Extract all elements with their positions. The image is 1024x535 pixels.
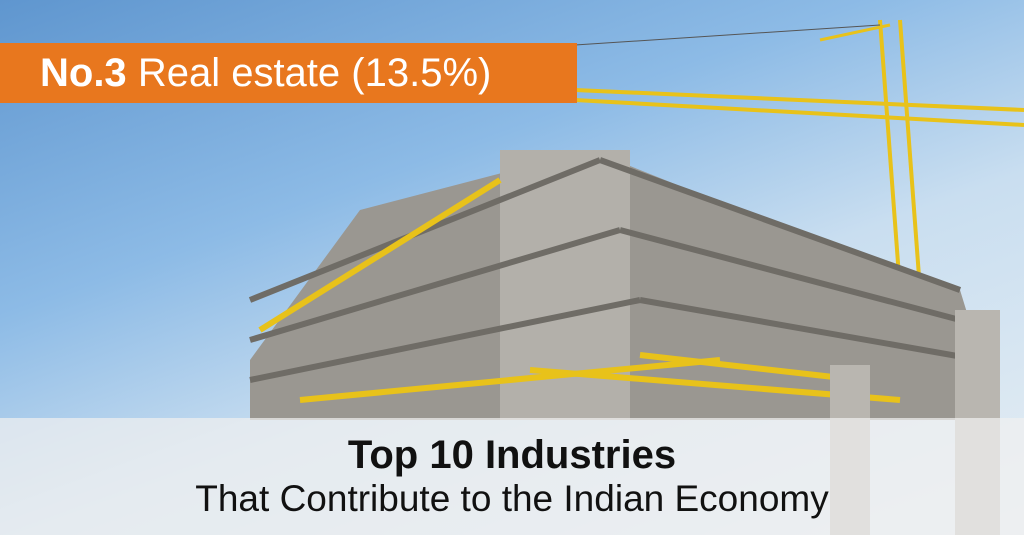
- caption-band: Top 10 Industries That Contribute to the…: [0, 418, 1024, 535]
- caption-title: Top 10 Industries: [347, 433, 677, 477]
- rank-label: No.3: [40, 51, 127, 95]
- crane: [574, 19, 1024, 291]
- caption-subtitle: That Contribute to the Indian Economy: [195, 478, 829, 519]
- industry-label: Real estate (13.5%): [137, 51, 492, 95]
- industry-rank-banner: No.3 Real estate (13.5%): [0, 43, 577, 103]
